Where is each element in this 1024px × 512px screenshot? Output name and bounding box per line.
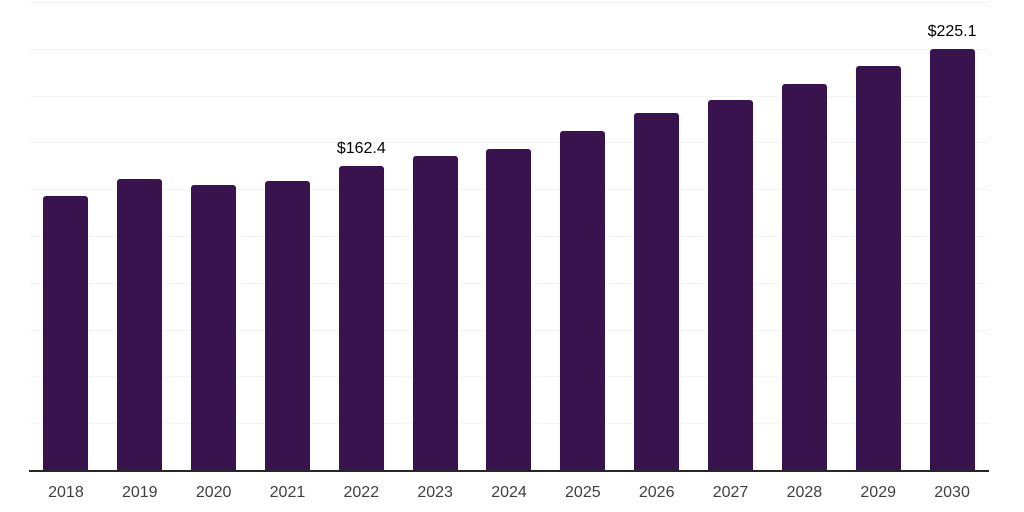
x-tick-label-2026: 2026 bbox=[638, 484, 675, 501]
bar-slot-2030: $225.1 bbox=[915, 2, 989, 470]
bar-slot-2023 bbox=[398, 2, 472, 470]
bar-slot-2029 bbox=[841, 2, 915, 470]
x-tick-label-2030: 2030 bbox=[934, 484, 970, 501]
bar-slot-2019 bbox=[103, 2, 177, 470]
gridline bbox=[29, 95, 989, 97]
bar-2028 bbox=[781, 83, 827, 470]
bar-slot-2021 bbox=[251, 2, 325, 470]
bar-slot-2024 bbox=[472, 2, 546, 470]
bar-slot-2027 bbox=[694, 2, 768, 470]
bar-2021 bbox=[264, 180, 310, 470]
bar-2020 bbox=[191, 184, 237, 470]
bar-2029 bbox=[855, 65, 901, 470]
bar-2027 bbox=[708, 99, 754, 470]
x-tick-label-2018: 2018 bbox=[48, 484, 84, 501]
x-tick-label-2023: 2023 bbox=[417, 484, 453, 501]
plot-area: $162.4 $225.1 bbox=[29, 2, 989, 470]
x-tick-label-2024: 2024 bbox=[491, 484, 527, 501]
bar-2019 bbox=[117, 178, 163, 470]
bar-slot-2025 bbox=[546, 2, 620, 470]
bar-slot-2026 bbox=[620, 2, 694, 470]
gridline bbox=[29, 2, 989, 3]
bar-value-label-2022: $162.4 bbox=[336, 140, 386, 157]
x-tick-label-2029: 2029 bbox=[860, 484, 896, 501]
bar-2024 bbox=[486, 148, 532, 470]
x-tick-label-2027: 2027 bbox=[712, 484, 749, 501]
x-tick-label-2019: 2019 bbox=[121, 484, 158, 501]
bar-value-label-2030: $225.1 bbox=[927, 22, 977, 40]
x-tick-label-2020: 2020 bbox=[195, 484, 232, 501]
bar-slot-2022: $162.4 bbox=[324, 2, 398, 470]
x-tick-label-2022: 2022 bbox=[343, 484, 380, 501]
x-tick-label-2021: 2021 bbox=[269, 484, 306, 501]
bar-slot-2028 bbox=[767, 2, 841, 470]
bar-2022 bbox=[338, 166, 384, 470]
x-axis-line bbox=[29, 470, 989, 472]
bar-slot-2020 bbox=[177, 2, 251, 470]
bar-slot-2018 bbox=[29, 2, 103, 470]
x-tick-label-2025: 2025 bbox=[565, 484, 601, 501]
bar-2026 bbox=[634, 112, 680, 470]
bar-2018 bbox=[43, 195, 89, 470]
bar-2030 bbox=[929, 48, 975, 470]
gridline bbox=[29, 48, 989, 50]
bar-2023 bbox=[412, 155, 458, 470]
gridline bbox=[29, 142, 989, 144]
bar-2025 bbox=[560, 130, 606, 470]
x-axis-labels: 2018 2019 2020 2021 2022 2023 2024 2025 2026 2027… bbox=[29, 472, 989, 502]
bars-row: $162.4 $225.1 bbox=[29, 2, 989, 470]
x-tick-label-2028: 2028 bbox=[786, 484, 823, 501]
